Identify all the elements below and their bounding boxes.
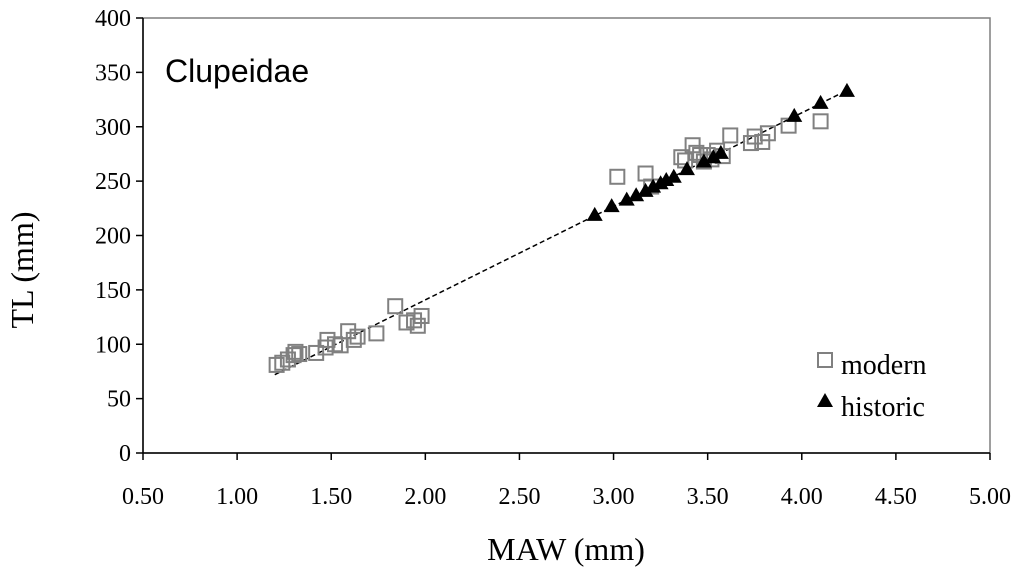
- point-modern: [287, 343, 304, 360]
- point-modern: [812, 113, 829, 130]
- legend: modern historic: [817, 350, 927, 423]
- point-modern: [340, 323, 357, 340]
- point-modern: [759, 125, 776, 142]
- point-modern: [413, 307, 430, 324]
- point-historic: [665, 168, 682, 183]
- x-tick-label: 4.50: [875, 484, 917, 510]
- point-historic: [786, 107, 803, 122]
- y-tick-label: 400: [95, 6, 131, 32]
- point-modern: [722, 127, 739, 144]
- point-historic: [812, 94, 829, 109]
- legend-label-historic: historic: [841, 392, 925, 423]
- legend-label-modern: modern: [841, 350, 927, 381]
- x-tick-label: 3.50: [687, 484, 729, 510]
- x-axis-title: MAW (mm): [487, 531, 645, 567]
- point-historic: [637, 182, 654, 197]
- legend-marker-modern: [817, 352, 833, 368]
- point-historic: [586, 206, 603, 221]
- y-tick-label: 200: [95, 224, 131, 250]
- legend-marker-historic: [817, 393, 833, 407]
- point-modern: [326, 336, 343, 353]
- point-modern: [345, 331, 362, 348]
- x-tick-label: 2.50: [498, 484, 540, 510]
- y-axis: 0 50 100 150 200 250 300 350 400: [95, 6, 144, 467]
- point-historic: [628, 187, 645, 202]
- y-tick-label: 300: [95, 115, 131, 141]
- point-modern: [291, 346, 308, 363]
- x-tick-label: 0.50: [122, 484, 164, 510]
- y-tick-label: 50: [107, 387, 131, 413]
- point-historic: [705, 149, 722, 164]
- point-modern: [308, 344, 325, 361]
- y-tick-label: 0: [119, 441, 131, 467]
- point-historic: [618, 191, 635, 206]
- data-points-layer: [268, 82, 855, 373]
- point-historic: [838, 82, 855, 97]
- x-tick-label: 2.00: [404, 484, 446, 510]
- point-modern: [409, 317, 426, 334]
- point-modern: [754, 133, 771, 150]
- y-tick-label: 350: [95, 60, 131, 86]
- x-tick-label: 3.00: [593, 484, 635, 510]
- point-modern: [285, 347, 302, 364]
- y-tick-label: 100: [95, 332, 131, 358]
- chart-title: Clupeidae: [165, 53, 309, 89]
- x-tick-label: 1.50: [310, 484, 352, 510]
- y-tick-label: 150: [95, 278, 131, 304]
- x-axis: 0.50 1.00 1.50 2.00 2.50 3.00 3.50 4.00 4.50 5.00: [122, 452, 1011, 510]
- point-modern: [673, 149, 690, 166]
- point-modern: [349, 328, 366, 345]
- point-historic: [695, 153, 712, 168]
- point-modern: [368, 325, 385, 342]
- point-historic: [678, 161, 695, 176]
- point-modern: [387, 298, 404, 315]
- y-tick-label: 250: [95, 169, 131, 195]
- x-tick-label: 5.00: [969, 484, 1011, 510]
- point-historic: [712, 144, 729, 159]
- x-tick-label: 4.00: [781, 484, 823, 510]
- point-historic: [603, 198, 620, 213]
- x-tick-label: 1.00: [216, 484, 258, 510]
- point-modern: [609, 168, 626, 185]
- point-modern: [268, 356, 285, 373]
- y-axis-title: TL (mm): [4, 212, 40, 329]
